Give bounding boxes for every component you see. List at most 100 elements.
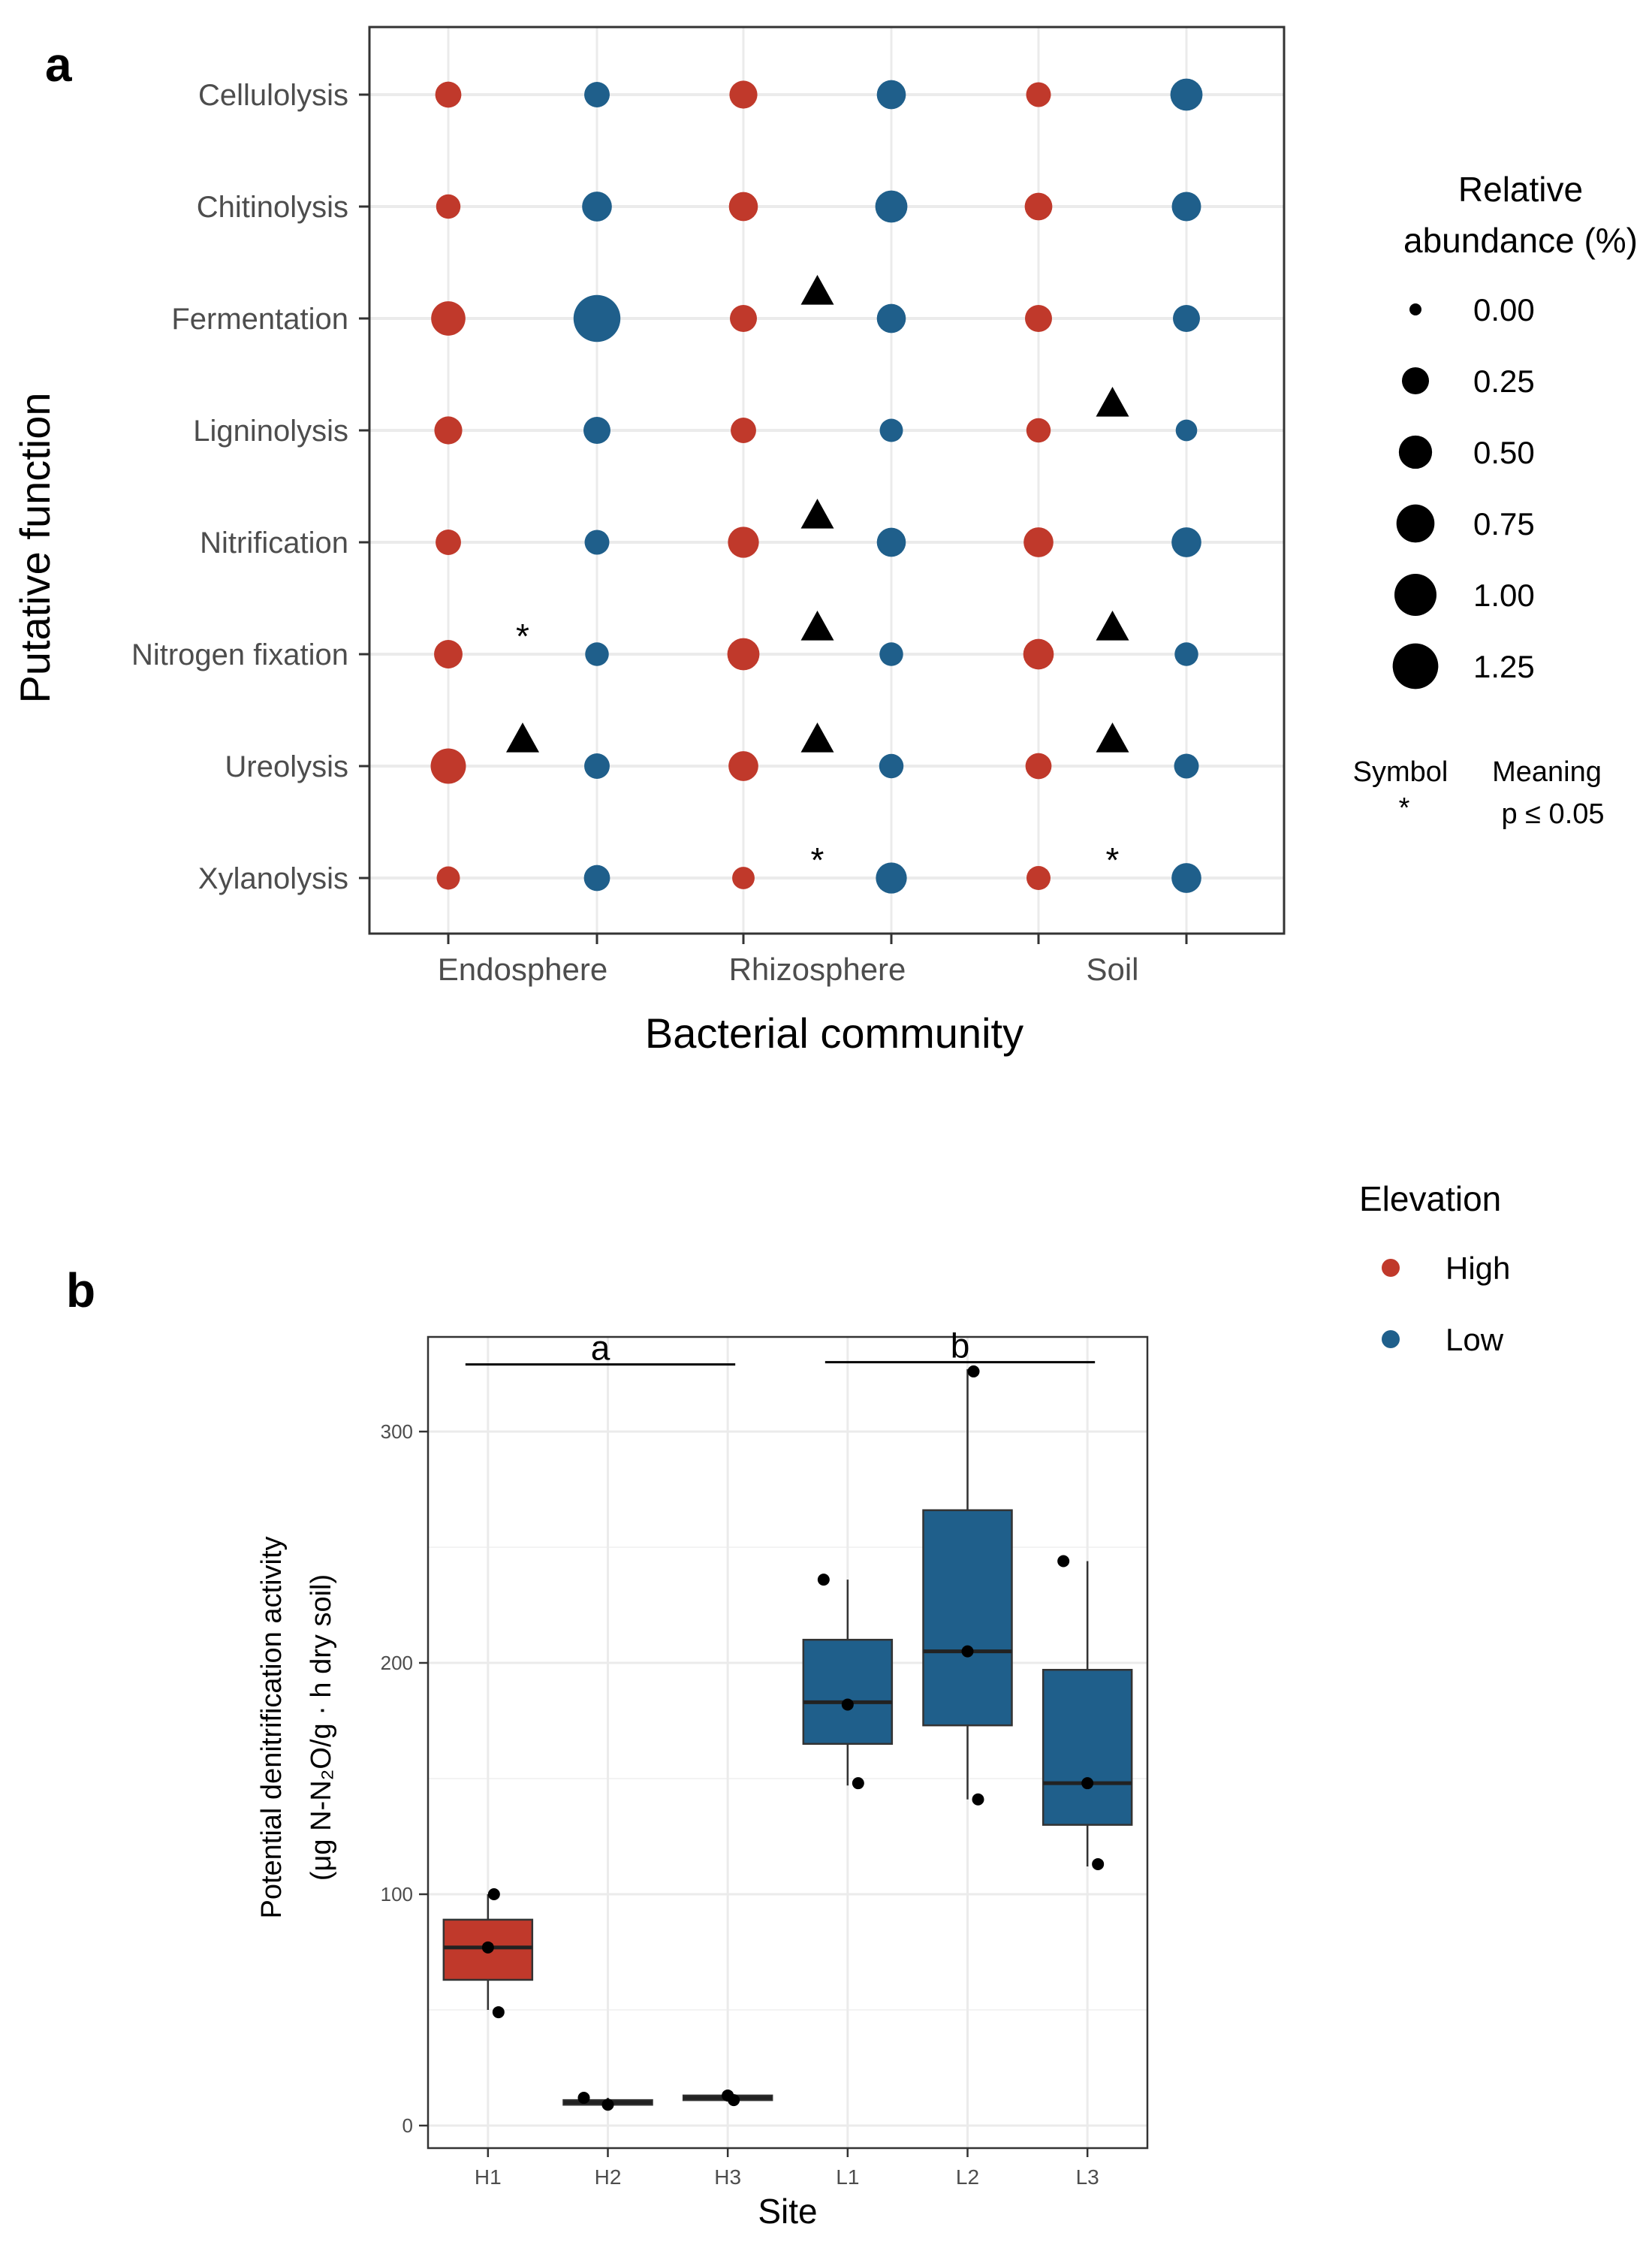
size-legend-label: 1.00 xyxy=(1473,578,1535,613)
dot-rhizosphere-low xyxy=(879,753,904,779)
dot-soil-low xyxy=(1171,527,1201,557)
panel-label-a: a xyxy=(45,38,72,92)
dot-endosphere-low xyxy=(583,864,610,892)
panel-label-b: b xyxy=(66,1263,95,1317)
data-point xyxy=(817,1574,830,1586)
box-body xyxy=(802,1638,894,1746)
significance-triangle xyxy=(800,723,834,753)
dot-rhizosphere-low xyxy=(879,642,903,666)
x-tick-label: L2 xyxy=(956,2165,979,2189)
dot-rhizosphere-high xyxy=(730,305,757,332)
color-legend-label: Low xyxy=(1446,1322,1504,1357)
symbol-legend-header: Meaning xyxy=(1492,756,1602,788)
y-tick-label: Cellulolysis xyxy=(198,79,348,112)
x-tick-label: H3 xyxy=(714,2165,741,2189)
y-axis-title-b: Potential denitrification activity xyxy=(256,1536,288,1918)
plot-background-b xyxy=(428,1337,1147,2148)
significance-triangle xyxy=(800,275,834,305)
color-legend: Elevation High Low xyxy=(1359,1179,1510,1357)
dot-soil-low xyxy=(1174,753,1199,779)
data-point xyxy=(487,1888,500,1900)
dot-endosphere-high xyxy=(434,416,463,445)
bracket-label: a xyxy=(591,1329,610,1368)
size-legend-title: Relative xyxy=(1458,170,1583,209)
data-point xyxy=(972,1793,984,1806)
symbol-legend-symbol: * xyxy=(1399,792,1410,824)
size-legend: Relative abundance (%) 0.00 0.25 0.50 0.75 1.0… xyxy=(1392,170,1638,689)
significance-triangle xyxy=(1096,611,1129,641)
dot-soil-low xyxy=(1170,78,1203,111)
plot-background-a xyxy=(369,27,1284,934)
significance-triangle xyxy=(1096,387,1129,417)
dot-soil-high xyxy=(1023,527,1054,557)
y-tick-label: Nitrogen fixation xyxy=(131,638,348,671)
data-point xyxy=(722,2089,734,2102)
dot-endosphere-high xyxy=(434,640,463,668)
y-tick-label: Chitinolysis xyxy=(197,191,348,224)
box-h2 xyxy=(562,2092,653,2111)
dot-endosphere-low xyxy=(582,192,612,222)
significance-asterisk: * xyxy=(1106,840,1120,880)
y-axis-title-b: (μg N-N₂O/g · h dry soil) xyxy=(306,1574,337,1881)
dot-soil-low xyxy=(1173,305,1200,332)
y-tick-label: Xylanolysis xyxy=(198,862,348,895)
y-tick-label: Ligninolysis xyxy=(193,415,348,448)
dot-endosphere-low xyxy=(573,294,621,342)
box-body xyxy=(922,1509,1013,1727)
x-tick-label: H1 xyxy=(475,2165,502,2189)
dot-rhizosphere-low xyxy=(876,303,906,333)
box-h3 xyxy=(682,2089,773,2107)
bracket-label: b xyxy=(951,1326,970,1365)
data-point xyxy=(481,1941,494,1954)
symbol-legend-header: Symbol xyxy=(1353,756,1449,788)
data-point xyxy=(492,2006,505,2019)
dot-endosphere-high xyxy=(436,866,460,890)
x-tick-label: L1 xyxy=(836,2165,859,2189)
dot-soil-low xyxy=(1171,192,1201,222)
color-legend-key xyxy=(1382,1330,1400,1348)
dot-rhizosphere-low xyxy=(876,80,906,110)
size-legend-label: 0.50 xyxy=(1473,435,1535,470)
box-l3 xyxy=(1042,1555,1133,1870)
dot-soil-high xyxy=(1026,866,1051,890)
dot-endosphere-high xyxy=(431,301,466,336)
significance-triangle xyxy=(1096,723,1129,753)
size-legend-key xyxy=(1398,435,1433,469)
data-point xyxy=(961,1645,974,1658)
dot-endosphere-low xyxy=(584,530,610,555)
y-tick-label: 100 xyxy=(381,1883,413,1905)
dot-endosphere-high xyxy=(430,748,466,784)
dot-endosphere-low xyxy=(585,642,609,666)
dot-endosphere-high xyxy=(436,530,461,555)
box-l1 xyxy=(802,1574,894,1790)
dot-rhizosphere-high xyxy=(731,418,756,443)
color-legend-title: Elevation xyxy=(1359,1179,1501,1218)
box-h1 xyxy=(442,1888,534,2019)
dot-soil-high xyxy=(1025,305,1052,332)
data-point xyxy=(1057,1555,1070,1568)
data-point xyxy=(852,1777,864,1790)
symbol-legend: Symbol Meaning * p ≤ 0.05 xyxy=(1353,756,1605,830)
dot-rhizosphere-high xyxy=(728,751,758,781)
significance-asterisk: * xyxy=(516,617,529,656)
dot-rhizosphere-high xyxy=(732,867,755,889)
data-point xyxy=(1092,1857,1105,1870)
data-point xyxy=(967,1365,980,1377)
size-legend-label: 0.75 xyxy=(1473,506,1535,542)
y-tick-label: 0 xyxy=(402,2114,413,2137)
dot-rhizosphere-low xyxy=(875,190,908,223)
box-l2 xyxy=(922,1365,1013,1806)
significance-asterisk: * xyxy=(811,840,824,880)
y-tick-label: Fermentation xyxy=(171,303,348,336)
x-tick-label: L3 xyxy=(1076,2165,1099,2189)
dot-endosphere-low xyxy=(584,753,610,779)
dot-rhizosphere-low xyxy=(876,862,907,894)
data-point xyxy=(601,2099,614,2111)
significance-triangle xyxy=(800,499,834,529)
y-tick-label: 300 xyxy=(381,1420,413,1443)
plot-border-b xyxy=(427,1335,1149,2150)
dot-soil-high xyxy=(1024,192,1053,221)
dot-rhizosphere-high xyxy=(727,638,760,671)
y-axis-title-a: Putative function xyxy=(11,392,59,703)
